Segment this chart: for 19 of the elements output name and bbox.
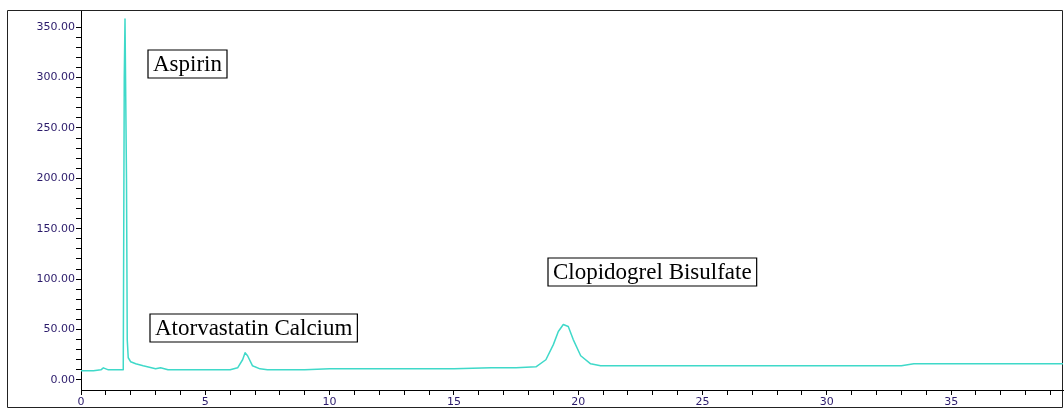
annotation: Clopidogrel Bisulfate: [553, 259, 752, 285]
x-tick-label: 35: [944, 395, 959, 409]
x-tick-label: 5: [201, 395, 209, 409]
annotation: Atorvastatin Calcium: [155, 315, 353, 341]
y-tick-label: 350.00: [36, 19, 75, 33]
x-tick-label: 10: [322, 395, 337, 409]
annotation: Aspirin: [153, 51, 223, 77]
x-tick-label: 25: [695, 395, 710, 409]
x-tick-label: 0: [77, 395, 85, 409]
x-tick-label: 20: [571, 395, 586, 409]
x-tick-label: 15: [446, 395, 461, 409]
y-tick-label: 300.00: [36, 70, 75, 84]
y-tick-label: 100.00: [36, 271, 75, 285]
y-tick-label: 250.00: [36, 120, 75, 134]
y-tick-label: 150.00: [36, 221, 75, 235]
y-tick-label: 50.00: [43, 322, 75, 336]
x-tick-label: 30: [819, 395, 834, 409]
y-tick-label: 200.00: [36, 171, 75, 185]
y-tick-label: 0.00: [50, 372, 75, 386]
